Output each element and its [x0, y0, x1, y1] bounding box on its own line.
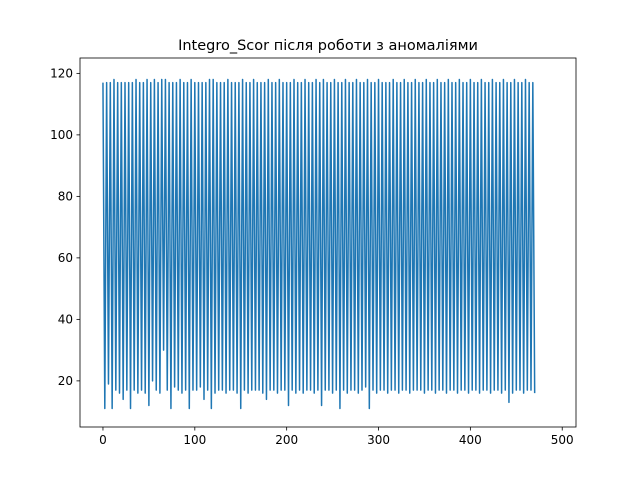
y-tick-label: 40: [58, 312, 73, 326]
axes: 0 100 200 300 400 500 20 40 60 80 100 120: [50, 57, 577, 447]
x-tick-label: 300: [367, 433, 390, 447]
x-tick-label: 400: [459, 433, 482, 447]
x-tick-label: 500: [551, 433, 574, 447]
x-tick-label: 100: [183, 433, 206, 447]
axes-frame: [79, 57, 577, 428]
y-tick-label: 80: [58, 189, 73, 203]
y-tick-label: 100: [50, 128, 73, 142]
x-tick-label: 200: [275, 433, 298, 447]
chart-title: Integro_Scor після роботи з аномаліями: [178, 38, 478, 54]
y-tick-label: 60: [58, 251, 73, 265]
x-tick-label: 0: [99, 433, 107, 447]
series-line-0: [102, 78, 536, 410]
y-tick-label: 120: [50, 66, 73, 80]
plot-area: [102, 78, 536, 410]
y-tick-label: 20: [58, 374, 73, 388]
